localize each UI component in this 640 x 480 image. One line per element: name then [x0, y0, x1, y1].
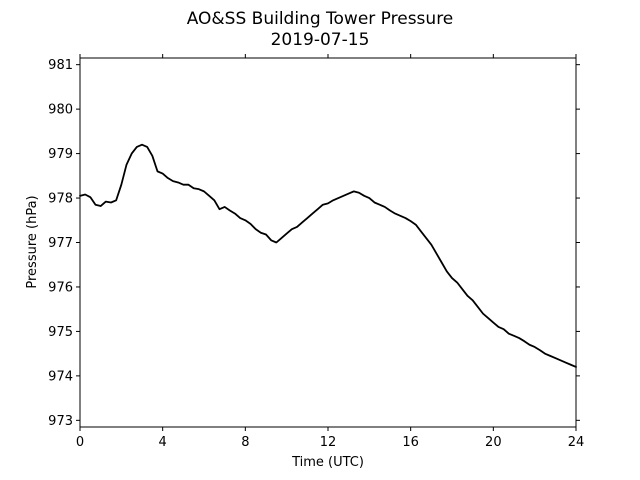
- y-tick-label: 980: [48, 103, 73, 118]
- chart-title: AO&SS Building Tower Pressure: [187, 9, 454, 29]
- x-tick-label: 8: [241, 435, 249, 450]
- y-tick-label: 978: [48, 192, 73, 207]
- y-axis-label: Pressure (hPa): [25, 195, 40, 288]
- x-tick-label: 20: [485, 435, 502, 450]
- y-axis: 973 974 975 976 977 978 979 980 981: [48, 58, 580, 429]
- x-axis-label: Time (UTC): [291, 455, 364, 470]
- y-tick-label: 975: [48, 325, 73, 340]
- chart-subtitle: 2019-07-15: [271, 30, 370, 50]
- y-tick-label: 973: [48, 414, 73, 429]
- y-tick-label: 977: [48, 236, 73, 251]
- x-tick-label: 0: [76, 435, 84, 450]
- plot-area: [79, 57, 577, 428]
- y-tick-label: 974: [48, 369, 73, 384]
- y-tick-label: 981: [48, 58, 73, 73]
- y-tick-label: 979: [48, 147, 73, 162]
- x-tick-label: 16: [402, 435, 419, 450]
- plot-frame: [79, 57, 577, 428]
- x-tick-label: 12: [320, 435, 337, 450]
- x-tick-label: 4: [159, 435, 167, 450]
- y-tick-label: 976: [48, 280, 73, 295]
- x-axis: 0 4 8 12 16 20 24: [76, 54, 584, 450]
- pressure-series-line: [79, 143, 577, 368]
- x-tick-label: 24: [568, 435, 585, 450]
